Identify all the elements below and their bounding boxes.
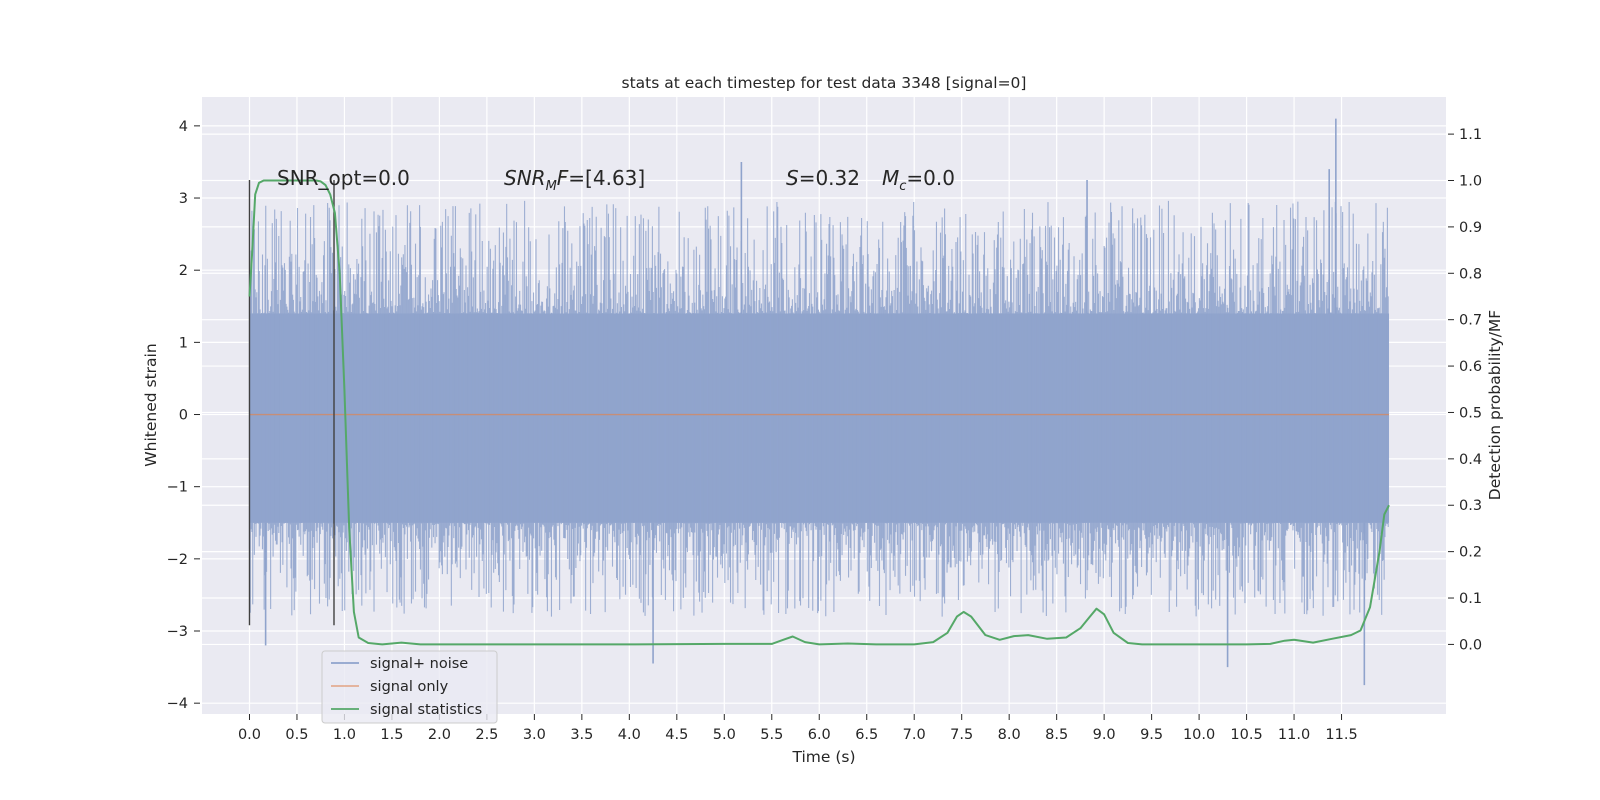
x-tick-label: 3.0 <box>523 727 546 743</box>
y2-tick-label: 0.8 <box>1459 266 1482 282</box>
x-tick-label: 10.5 <box>1230 727 1262 743</box>
annotation-s: S=0.32 <box>786 166 860 190</box>
y2-tick-label: 0.3 <box>1459 498 1482 514</box>
y-tick-label: −1 <box>167 480 188 496</box>
chart-title: stats at each timestep for test data 334… <box>622 74 1027 92</box>
y-tick-label: −3 <box>167 624 188 640</box>
y2-tick-label: 0.7 <box>1459 313 1482 329</box>
x-tick-label: 7.5 <box>950 727 973 743</box>
x-tick-label: 9.0 <box>1093 727 1116 743</box>
x-tick-label: 2.0 <box>428 727 451 743</box>
y-tick-label: 1 <box>179 335 188 351</box>
series-signal-noise <box>248 118 1390 686</box>
y-tick-label: 2 <box>179 263 188 279</box>
y-tick-label: 4 <box>179 119 188 135</box>
signal-statistics-line <box>248 179 1390 646</box>
noise-traces <box>248 200 1389 617</box>
x-axis-label: Time (s) <box>791 748 855 766</box>
legend-label-signal-statistics: signal statistics <box>370 702 482 718</box>
legend: signal+ noise signal only signal statist… <box>321 650 498 724</box>
x-tick-label: 7.0 <box>903 727 926 743</box>
y-tick-label: −4 <box>167 696 188 712</box>
x-tick-label: 1.5 <box>380 727 403 743</box>
x-tick-label: 11.0 <box>1278 727 1310 743</box>
x-tick-label: 10.0 <box>1183 727 1215 743</box>
x-tick-label: 4.5 <box>665 727 688 743</box>
annotation-snr-opt: SNR_opt=0.0 <box>277 166 410 190</box>
series-lines <box>248 179 1390 646</box>
y-axis-label: Whitened strain <box>142 343 160 466</box>
tick-labels: 0.0 0.5 1.0 1.5 2.0 2.5 3.0 3.5 4.0 4.5 5.0 5.5 6.0 6… <box>167 119 1482 743</box>
y2-tick-label: 1.0 <box>1459 174 1482 190</box>
x-tick-label: 0.0 <box>238 727 261 743</box>
y2-axis-label: Detection probability/MF <box>1486 310 1504 501</box>
annotation-mc: Mc=0.0 <box>882 166 955 194</box>
x-tick-label: 3.5 <box>570 727 593 743</box>
y2-tick-label: 0.2 <box>1459 545 1482 561</box>
y2-tick-label: 0.6 <box>1459 359 1482 375</box>
annotation-snr-mf: SNRMF=[4.63] <box>504 166 645 194</box>
y2-tick-label: 0.0 <box>1459 637 1482 653</box>
x-tick-label: 0.5 <box>285 727 308 743</box>
x-tick-label: 5.0 <box>713 727 736 743</box>
y-tick-label: −2 <box>167 552 188 568</box>
y2-tick-label: 1.1 <box>1459 127 1482 143</box>
y2-tick-label: 0.4 <box>1459 452 1482 468</box>
x-tick-label: 5.5 <box>760 727 783 743</box>
x-tick-label: 2.5 <box>475 727 498 743</box>
x-tick-label: 4.0 <box>618 727 641 743</box>
y-tick-label: 0 <box>179 408 188 424</box>
x-tick-label: 11.5 <box>1325 727 1357 743</box>
y-tick-label: 3 <box>179 191 188 207</box>
legend-box <box>321 650 498 724</box>
legend-label-signal-only: signal only <box>370 679 449 695</box>
x-tick-label: 8.5 <box>1045 727 1068 743</box>
legend-label-signal-noise: signal+ noise <box>370 656 468 672</box>
y2-tick-label: 0.5 <box>1459 405 1482 421</box>
x-tick-label: 8.0 <box>998 727 1021 743</box>
y2-tick-label: 0.1 <box>1459 591 1482 607</box>
x-tick-label: 1.0 <box>333 727 356 743</box>
x-tick-label: 9.5 <box>1140 727 1163 743</box>
x-tick-label: 6.5 <box>855 727 878 743</box>
y2-tick-label: 0.9 <box>1459 220 1482 236</box>
x-tick-label: 6.0 <box>808 727 831 743</box>
